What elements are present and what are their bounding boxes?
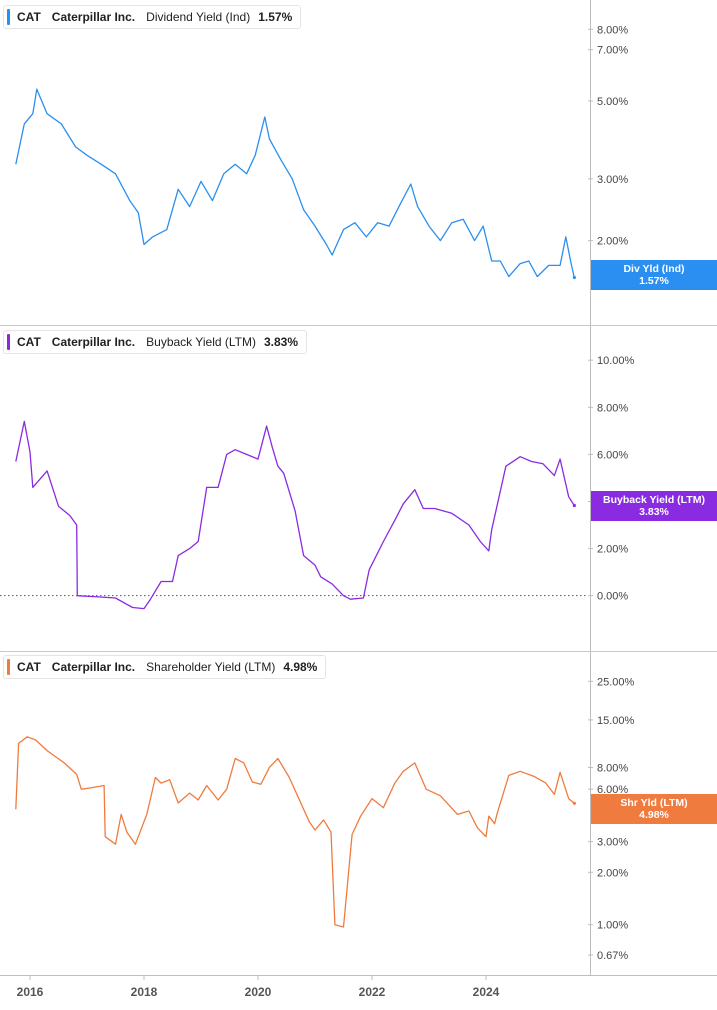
legend-dividend-yield: CAT Caterpillar Inc. Dividend Yield (Ind… bbox=[3, 5, 302, 29]
legend-ticker: CAT bbox=[17, 660, 41, 674]
y-tick-label: 1.00% bbox=[597, 920, 628, 932]
y-tick-label: 8.00% bbox=[597, 24, 628, 36]
x-tick-label: 2020 bbox=[245, 985, 272, 999]
legend-company: Caterpillar Inc. bbox=[51, 10, 136, 24]
y-tick-label: 6.00% bbox=[597, 449, 628, 461]
y-tick-label: 10.00% bbox=[597, 355, 635, 367]
y-tick-label: 6.00% bbox=[597, 784, 628, 796]
legend-company: Caterpillar Inc. bbox=[51, 660, 136, 674]
y-tick-label: 3.00% bbox=[597, 174, 628, 186]
y-tick-label: 15.00% bbox=[597, 715, 635, 727]
y-tick-label: 2.00% bbox=[597, 867, 628, 879]
x-tick-label: 2024 bbox=[473, 985, 500, 999]
series-line bbox=[15, 420, 575, 610]
y-tick-label: 0.67% bbox=[597, 950, 628, 962]
series-line bbox=[15, 88, 575, 278]
tag-value: 4.98% bbox=[639, 809, 669, 821]
y-tick-label: 7.00% bbox=[597, 45, 628, 57]
legend-buyback-yield: CAT Caterpillar Inc. Buyback Yield (LTM)… bbox=[3, 330, 308, 354]
legend-value: 4.98% bbox=[283, 660, 318, 674]
legend-value: 1.57% bbox=[258, 10, 293, 24]
tag-label: Div Yld (Ind) bbox=[623, 263, 685, 275]
y-tick-label: 0.00% bbox=[597, 591, 628, 603]
current-value-tag-buyback: Buyback Yield (LTM) 3.83% bbox=[591, 491, 717, 521]
tag-value: 1.57% bbox=[639, 275, 669, 287]
current-value-tag-dividend: Div Yld (Ind) 1.57% bbox=[591, 260, 717, 290]
y-tick-label: 8.00% bbox=[597, 402, 628, 414]
legend-swatch bbox=[7, 9, 10, 25]
tag-label: Shr Yld (LTM) bbox=[620, 797, 688, 809]
legend-swatch bbox=[7, 659, 10, 675]
y-tick-label: 2.00% bbox=[597, 236, 628, 248]
legend-value: 3.83% bbox=[263, 335, 299, 349]
y-tick-label: 5.00% bbox=[597, 96, 628, 108]
legend-shareholder-yield: CAT Caterpillar Inc. Shareholder Yield (… bbox=[3, 655, 327, 679]
current-value-tag-shareholder: Shr Yld (LTM) 4.98% bbox=[591, 794, 717, 824]
legend-company: Caterpillar Inc. bbox=[51, 335, 136, 349]
legend-ticker: CAT bbox=[17, 10, 41, 24]
series-last-point bbox=[572, 275, 576, 280]
legend-metric: Shareholder Yield (LTM) bbox=[146, 660, 276, 674]
tag-label: Buyback Yield (LTM) bbox=[603, 494, 705, 506]
y-tick-label: 2.00% bbox=[597, 544, 628, 556]
legend-metric: Dividend Yield (Ind) bbox=[146, 10, 251, 24]
legend-ticker: CAT bbox=[17, 335, 41, 349]
x-tick-label: 2018 bbox=[131, 985, 158, 999]
legend-metric: Buyback Yield (LTM) bbox=[146, 335, 256, 349]
y-tick-label: 3.00% bbox=[597, 837, 628, 849]
series-line bbox=[15, 736, 575, 928]
tag-value: 3.83% bbox=[639, 506, 669, 518]
x-tick-label: 2022 bbox=[359, 985, 386, 999]
series-last-point bbox=[572, 801, 576, 805]
legend-swatch bbox=[7, 334, 10, 350]
series-last-point bbox=[572, 503, 576, 508]
y-tick-label: 25.00% bbox=[597, 676, 635, 688]
x-tick-label: 2016 bbox=[17, 985, 44, 999]
y-tick-label: 8.00% bbox=[597, 762, 628, 774]
